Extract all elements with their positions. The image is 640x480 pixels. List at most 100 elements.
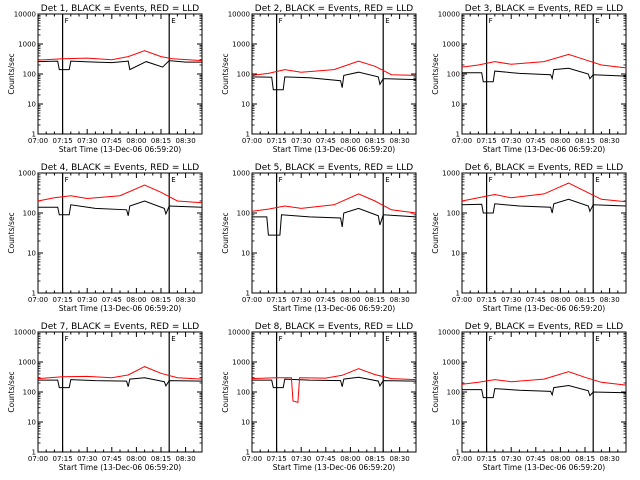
x-tick-label: 08:00 xyxy=(126,137,146,145)
y-tick-label: 10000 xyxy=(14,11,36,19)
events-series-line xyxy=(462,384,627,399)
y-tick-label: 100 xyxy=(447,389,460,397)
y-tick-label: 10 xyxy=(241,101,250,109)
x-tick-label: 07:00 xyxy=(242,455,262,463)
x-tick-label: 07:00 xyxy=(452,455,472,463)
x-tick-label: 08:30 xyxy=(390,455,410,463)
panel-4: Det 4, BLACK = Events, RED = LLD 1 10 100 10… xyxy=(7,163,203,313)
marker-label-f: F xyxy=(65,176,69,184)
panel-title: Det 9, BLACK = Events, RED = LLD xyxy=(465,322,624,332)
x-tick-label: 07:45 xyxy=(526,137,546,145)
x-tick-label: 07:30 xyxy=(501,296,521,304)
lld-series-line xyxy=(251,60,417,76)
marker-label-e: E xyxy=(595,17,599,25)
y-tick-label: 100 xyxy=(237,71,250,79)
x-tick-label: 07:30 xyxy=(501,455,521,463)
panel-title: Det 8, BLACK = Events, RED = LLD xyxy=(255,322,414,332)
y-tick-label: 1000 xyxy=(18,170,36,178)
x-axis-label: Start Time (13-Dec-06 06:59:20) xyxy=(273,463,395,472)
x-tick-label: 07:00 xyxy=(28,455,48,463)
x-tick-label: 08:00 xyxy=(340,455,360,463)
x-tick-label: 08:00 xyxy=(550,455,570,463)
x-axis-label: Start Time (13-Dec-06 06:59:20) xyxy=(273,145,395,154)
y-tick-label: 1000 xyxy=(442,359,460,367)
y-tick-label: 10 xyxy=(27,419,36,427)
events-series-line xyxy=(38,200,203,216)
x-tick-label: 07:00 xyxy=(28,296,48,304)
x-tick-label: 07:45 xyxy=(102,455,122,463)
y-tick-label: 100 xyxy=(447,210,460,218)
panel-title: Det 2, BLACK = Events, RED = LLD xyxy=(255,4,414,14)
y-tick-label: 1000 xyxy=(232,170,250,178)
y-tick-label: 1000 xyxy=(442,41,460,49)
y-tick-label: 1 xyxy=(456,290,460,298)
y-tick-label: 100 xyxy=(447,71,460,79)
marker-label-e: E xyxy=(171,176,175,184)
y-tick-label: 1 xyxy=(246,290,250,298)
x-axis-label: Start Time (13-Dec-06 06:59:20) xyxy=(483,145,605,154)
lld-series-line xyxy=(461,182,627,203)
x-tick-label: 08:15 xyxy=(575,137,595,145)
panel-title: Det 1, BLACK = Events, RED = LLD xyxy=(41,4,200,14)
y-axis-label: Counts/sec xyxy=(431,212,440,253)
y-tick-label: 1 xyxy=(32,131,36,139)
y-axis-label: Counts/sec xyxy=(431,371,440,412)
marker-label-f: F xyxy=(65,17,69,25)
x-tick-label: 08:30 xyxy=(600,137,620,145)
x-tick-label: 07:30 xyxy=(77,296,97,304)
lld-series-line xyxy=(37,366,203,380)
y-tick-label: 1000 xyxy=(18,41,36,49)
lld-series-line xyxy=(461,53,627,69)
x-tick-label: 08:30 xyxy=(176,137,196,145)
panel-title: Det 6, BLACK = Events, RED = LLD xyxy=(465,163,624,173)
x-tick-label: 07:00 xyxy=(242,137,262,145)
x-tick-label: 07:45 xyxy=(526,455,546,463)
marker-label-f: F xyxy=(279,17,283,25)
events-series-line xyxy=(461,198,627,214)
y-tick-label: 10000 xyxy=(438,329,460,337)
marker-label-f: F xyxy=(489,17,493,25)
y-axis-label: Counts/sec xyxy=(221,53,230,94)
x-tick-label: 07:45 xyxy=(526,296,546,304)
panel-title: Det 3, BLACK = Events, RED = LLD xyxy=(465,4,624,14)
panel-3: Det 3, BLACK = Events, RED = LLD 1 10 100 10… xyxy=(431,4,627,154)
y-tick-label: 1 xyxy=(32,449,36,457)
y-tick-label: 10 xyxy=(27,250,36,258)
x-tick-label: 07:00 xyxy=(242,296,262,304)
x-tick-label: 07:45 xyxy=(316,455,336,463)
x-tick-label: 08:30 xyxy=(600,455,620,463)
panel-title: Det 7, BLACK = Events, RED = LLD xyxy=(41,322,200,332)
events-series-line xyxy=(252,376,417,389)
x-tick-label: 07:15 xyxy=(477,296,497,304)
x-tick-label: 08:30 xyxy=(176,455,196,463)
y-axis-label: Counts/sec xyxy=(7,53,16,94)
x-tick-label: 08:30 xyxy=(390,296,410,304)
panel-title: Det 4, BLACK = Events, RED = LLD xyxy=(41,163,200,173)
y-tick-label: 1 xyxy=(246,131,250,139)
marker-label-e: E xyxy=(171,17,175,25)
x-axis-label: Start Time (13-Dec-06 06:59:20) xyxy=(59,145,181,154)
y-tick-label: 10000 xyxy=(228,11,250,19)
x-tick-label: 07:45 xyxy=(102,137,122,145)
y-axis-label: Counts/sec xyxy=(221,371,230,412)
x-tick-label: 08:15 xyxy=(575,296,595,304)
y-tick-label: 1 xyxy=(456,449,460,457)
x-tick-label: 07:15 xyxy=(267,137,287,145)
y-tick-label: 100 xyxy=(23,210,36,218)
panel-8: Det 8, BLACK = Events, RED = LLD 1 10 100 10… xyxy=(221,322,417,472)
x-tick-label: 08:15 xyxy=(151,455,171,463)
x-axis-label: Start Time (13-Dec-06 06:59:20) xyxy=(59,463,181,472)
x-tick-label: 07:15 xyxy=(477,137,497,145)
x-tick-label: 08:00 xyxy=(550,296,570,304)
x-tick-label: 08:15 xyxy=(365,455,385,463)
x-axis-label: Start Time (13-Dec-06 06:59:20) xyxy=(273,304,395,313)
y-axis-label: Counts/sec xyxy=(431,53,440,94)
x-axis-label: Start Time (13-Dec-06 06:59:20) xyxy=(59,304,181,313)
marker-label-e: E xyxy=(595,335,599,343)
x-tick-label: 07:15 xyxy=(53,296,73,304)
y-tick-label: 10 xyxy=(451,250,460,258)
marker-label-f: F xyxy=(489,335,493,343)
y-tick-label: 1000 xyxy=(442,170,460,178)
events-series-line xyxy=(38,377,203,389)
marker-label-e: E xyxy=(385,335,389,343)
